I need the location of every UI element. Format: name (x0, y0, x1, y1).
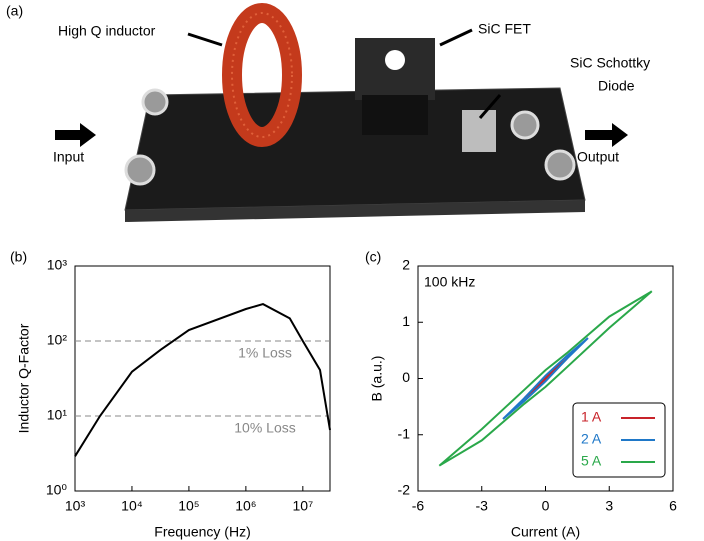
y-tick-label: 10² (47, 332, 68, 348)
x-tick-label: 0 (542, 498, 550, 514)
x-tick-label: -3 (476, 498, 489, 514)
y-tick-label: 10¹ (47, 407, 68, 423)
pcb-board (125, 88, 585, 210)
annotation: 100 kHz (424, 274, 475, 290)
output-arrow (585, 123, 628, 147)
photo-schematic: (a) High Q inductor SiC FET SiC Schottky… (6, 3, 650, 222)
x-tick-label: 10³ (65, 498, 86, 514)
terminal (126, 156, 154, 184)
fet-body (362, 95, 428, 135)
y-tick-label: 0 (402, 369, 410, 385)
y-axis-label: B (a.u.) (369, 356, 385, 402)
panel-label: (b) (10, 249, 27, 265)
y-tick-label: -1 (398, 425, 411, 441)
y-tick-label: 2 (402, 257, 410, 273)
pointer (188, 34, 222, 45)
terminal (512, 112, 538, 138)
annotation: Diode (598, 78, 635, 94)
diode-package (462, 110, 496, 152)
x-tick-label: 3 (605, 498, 613, 514)
x-axis-label: Current (A) (511, 524, 580, 540)
x-tick-label: -6 (412, 498, 425, 514)
x-axis-label: Frequency (Hz) (154, 524, 250, 540)
x-tick-label: 10⁶ (235, 498, 256, 514)
reference-label: 10% Loss (234, 420, 295, 436)
fet-hole (385, 50, 405, 70)
legend-label: 2 A (581, 431, 602, 447)
pointer (440, 30, 472, 45)
annotation: Output (577, 149, 619, 165)
terminal (546, 151, 574, 179)
legend-label: 1 A (581, 409, 602, 425)
panel-label: (c) (365, 249, 381, 265)
x-tick-label: 6 (669, 498, 677, 514)
y-tick-label: 1 (402, 313, 410, 329)
legend-label: 5 A (581, 453, 602, 469)
y-tick-label: -2 (398, 482, 411, 498)
panel-label: (a) (6, 3, 23, 19)
y-tick-label: 10³ (47, 257, 68, 273)
figure: (a) High Q inductor SiC FET SiC Schottky… (0, 0, 704, 541)
x-tick-label: 10⁴ (121, 498, 143, 514)
x-tick-label: 10⁵ (178, 498, 199, 514)
x-tick-label: 10⁷ (293, 498, 314, 514)
y-axis-label: Inductor Q-Factor (16, 323, 32, 433)
annotation: SiC Schottky (570, 55, 650, 71)
annotation: Input (53, 149, 84, 165)
y-tick-label: 10⁰ (46, 482, 68, 498)
annotation: High Q inductor (58, 23, 156, 39)
terminal (143, 90, 167, 114)
reference-label: 1% Loss (238, 345, 292, 361)
annotation: SiC FET (478, 21, 531, 37)
plot-frame (75, 266, 330, 491)
input-arrow (55, 123, 96, 147)
